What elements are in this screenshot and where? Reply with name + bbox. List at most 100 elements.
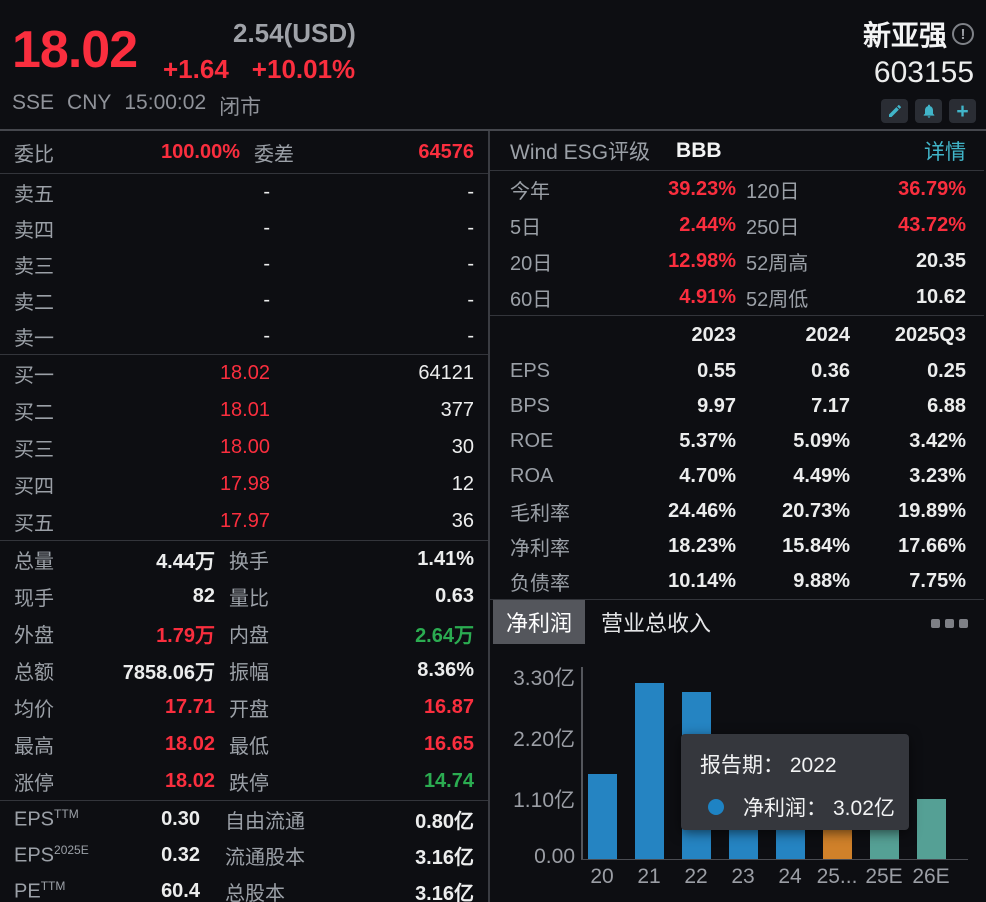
tooltip-period-value: 2022 [789, 754, 837, 777]
stat-label: 现手 [14, 588, 54, 610]
fundamental-label: 总股本 [225, 882, 285, 902]
esg-row: Wind ESG评级 BBB 详情 [490, 131, 984, 171]
exchange-label: SSE [12, 91, 55, 114]
edit-button[interactable] [881, 99, 908, 123]
level-price: - [263, 324, 270, 347]
metric-value: 19.89% [898, 500, 966, 522]
level-volume: - [467, 216, 474, 239]
level-label: 卖四 [14, 219, 54, 242]
bid-levels: 买一 18.02 64121 买二 18.01 377 买三 18.00 30 买四 17.98 12… [0, 355, 488, 540]
financial-table-row: 毛利率 24.46% 20.73% 19.89% [490, 494, 984, 529]
info-icon[interactable]: ! [952, 23, 974, 45]
right-panel: Wind ESG评级 BBB 详情 今年 39.23% 120日 36.79% 5日 2.… [490, 131, 984, 902]
ask-levels: 卖五 - - 卖四 - - 卖三 - - 卖二 - - 卖一 - - [0, 174, 488, 354]
weicha-value: 64576 [418, 140, 474, 163]
stat-label: 换手 [229, 551, 269, 573]
stat-value: 1.41% [417, 548, 474, 570]
stat-value: 0.63 [435, 585, 474, 607]
metric-label: 净利率 [510, 538, 570, 560]
level-volume: - [467, 180, 474, 203]
esg-rating: BBB [676, 138, 722, 162]
stat-value: 18.02 [164, 770, 215, 792]
add-to-watchlist-button[interactable]: + [949, 99, 976, 123]
bell-icon [923, 104, 934, 118]
stat-value: 82 [192, 585, 215, 607]
tab-total-revenue[interactable]: 营业总收入 [601, 610, 712, 636]
stat-label: 外盘 [14, 625, 54, 647]
metric-value: 9.88% [793, 570, 850, 592]
stat-label: 振幅 [229, 662, 269, 684]
y-axis-line [581, 667, 583, 860]
metric-value: 0.36 [811, 360, 850, 382]
financial-table-header: 2023 2024 2025Q3 [490, 316, 984, 354]
stat-label: 跌停 [229, 773, 269, 795]
financial-table-row: 净利率 18.23% 15.84% 17.66% [490, 529, 984, 564]
performance-row: 20日 12.98% 52周高 20.35 [490, 243, 984, 279]
ask-row[interactable]: 卖三 - - [0, 246, 488, 282]
level-volume: - [467, 324, 474, 347]
ask-row[interactable]: 卖二 - - [0, 282, 488, 318]
metric-value: 15.84% [782, 535, 850, 557]
ask-row[interactable]: 卖一 - - [0, 318, 488, 354]
esg-detail-link[interactable]: 详情 [924, 140, 966, 164]
metric-value: 0.55 [697, 360, 736, 382]
performance-row: 60日 4.91% 52周低 10.62 [490, 279, 984, 315]
ask-row[interactable]: 卖四 - - [0, 210, 488, 246]
fundamentals: EPSTTM 0.30 自由流通 0.80亿 EPS2025E 0.32 流通股本 3.16亿… [0, 801, 488, 902]
tooltip-line1: 报告期： 2022 [700, 749, 909, 779]
usd-price: 2.54(USD) [233, 18, 356, 48]
stat-value: 8.36% [417, 659, 474, 681]
ask-row[interactable]: 卖五 - - [0, 174, 488, 210]
bid-row[interactable]: 买二 18.01 377 [0, 392, 488, 429]
fundamental-label: EPSTTM [14, 806, 79, 831]
metric-label: EPS [510, 360, 551, 382]
bid-row[interactable]: 买三 18.00 30 [0, 429, 488, 466]
bid-row[interactable]: 买一 18.02 64121 [0, 355, 488, 392]
stock-name-row: 新亚强 ! [863, 14, 974, 54]
metric-value: 9.97 [697, 395, 736, 417]
y-tick-label: 1.10亿 [513, 789, 575, 812]
stat-label: 最高 [14, 736, 54, 758]
metric-value: 4.49% [793, 465, 850, 487]
weibi-label: 委比 [14, 143, 54, 166]
bar-20[interactable] [588, 774, 617, 859]
plus-icon: + [956, 99, 969, 123]
year-header: 2024 [805, 323, 851, 346]
level-price: 18.00 [219, 436, 270, 458]
commission-ratio-row: 委比 100.00% 委差 64576 [0, 131, 488, 174]
stat-label: 均价 [14, 699, 54, 721]
stat-label: 52周低 [746, 288, 809, 311]
currency-label: CNY [67, 91, 112, 114]
stat-label: 5日 [510, 216, 542, 239]
stats-row: 均价 17.71 开盘 16.87 [0, 689, 488, 726]
bar-26E[interactable] [917, 799, 946, 859]
stat-value: 12.98% [668, 249, 736, 272]
level-price: - [263, 180, 270, 203]
tab-net-profit[interactable]: 净利润 [493, 599, 586, 644]
y-tick-label: 0.00 [534, 845, 575, 868]
metric-value: 18.23% [668, 535, 736, 557]
bar-21[interactable] [635, 683, 664, 859]
level-price: 17.98 [219, 473, 270, 495]
financial-table-row: ROE 5.37% 5.09% 3.42% [490, 424, 984, 459]
level-price: 17.97 [219, 510, 270, 532]
bid-row[interactable]: 买五 17.97 36 [0, 503, 488, 540]
stat-value: 1.79万 [156, 625, 215, 647]
stat-value: 17.71 [164, 696, 215, 718]
alert-button[interactable] [915, 99, 942, 123]
stat-label: 总量 [14, 551, 54, 573]
fundamental-value: 3.16亿 [415, 846, 474, 869]
stat-label: 今年 [510, 180, 550, 203]
stock-code: 603155 [873, 56, 974, 89]
metric-value: 7.17 [811, 395, 850, 417]
level-label: 买二 [14, 402, 54, 424]
chart-menu-button[interactable] [931, 619, 968, 628]
divider [0, 354, 488, 355]
year-header: 2025Q3 [894, 323, 966, 346]
fundamental-row: EPSTTM 0.30 自由流通 0.80亿 [0, 801, 488, 837]
financial-table-row: 负债率 10.14% 9.88% 7.75% [490, 564, 984, 599]
level-label: 卖五 [14, 183, 54, 206]
fundamental-value: 0.80亿 [415, 810, 474, 833]
fundamental-label: EPS2025E [14, 842, 89, 867]
bid-row[interactable]: 买四 17.98 12 [0, 466, 488, 503]
